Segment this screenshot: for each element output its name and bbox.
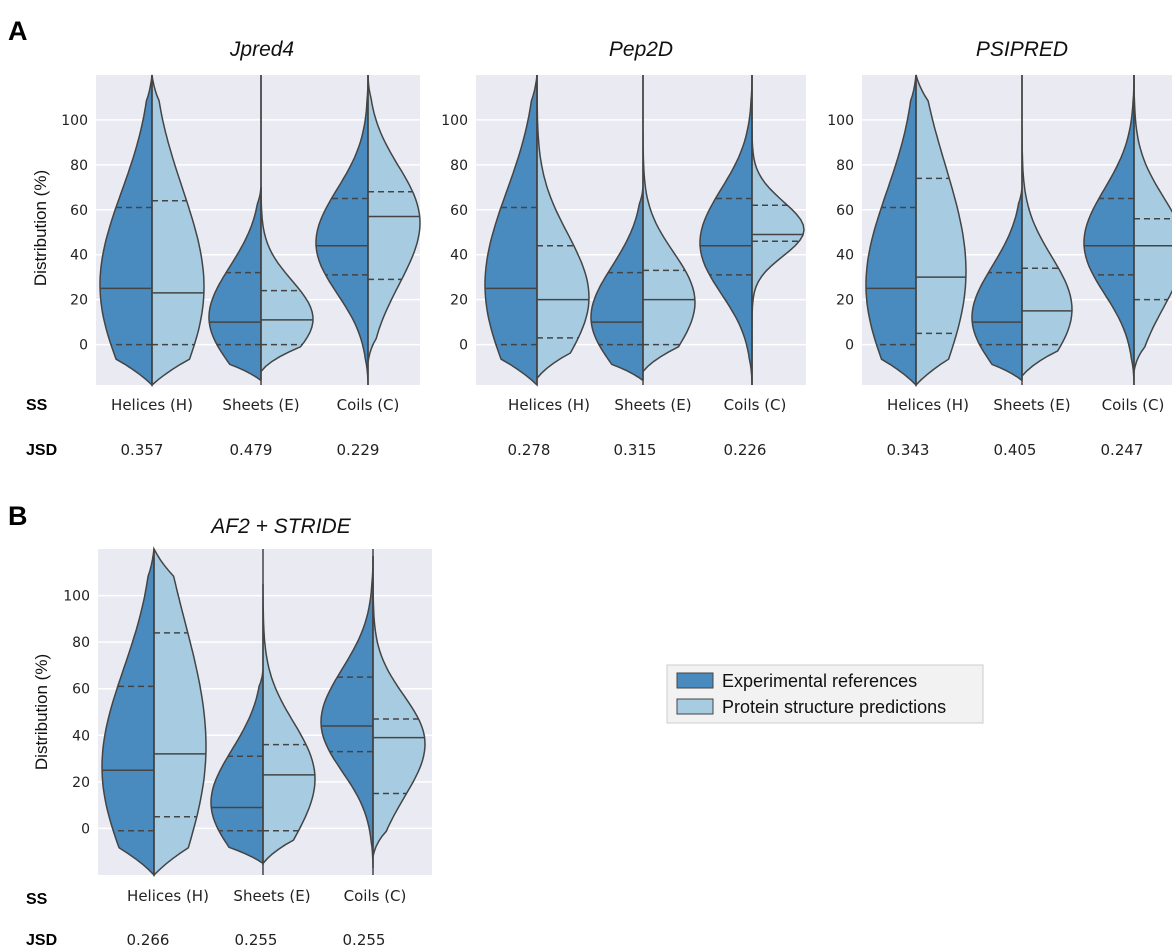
plot-content: 0 20 40 60 80 100 bbox=[441, 74, 806, 387]
violin-half bbox=[699, 75, 753, 386]
y-tick-label: 60 bbox=[836, 203, 854, 219]
y-tick-label: 100 bbox=[827, 113, 854, 129]
violin-half bbox=[210, 670, 264, 865]
legend-swatch-predicted bbox=[676, 698, 714, 715]
y-tick-label: 80 bbox=[72, 635, 90, 651]
ss-row-label: SS bbox=[26, 397, 48, 414]
y-axis-label: Distribution (%) bbox=[32, 654, 51, 770]
y-tick-label: 20 bbox=[70, 293, 88, 309]
chart-title: Pep2D bbox=[609, 38, 673, 61]
category-label: Coils (C) bbox=[724, 396, 787, 414]
category-label: Sheets (E) bbox=[222, 396, 299, 414]
y-tick-label: 100 bbox=[441, 113, 468, 129]
chart-pep2d: Pep2D 0 20 40 60 80 100 Helices (H) Sheets (E… bbox=[441, 38, 806, 459]
y-tick-label: 60 bbox=[70, 203, 88, 219]
violin-half bbox=[915, 74, 967, 387]
y-tick-label: 80 bbox=[836, 158, 854, 174]
violin-half bbox=[865, 74, 917, 387]
y-axis-label: Distribution (%) bbox=[31, 170, 50, 286]
category-label: Sheets (E) bbox=[993, 396, 1070, 414]
category-label: Sheets (E) bbox=[614, 396, 691, 414]
y-tick-label: 20 bbox=[836, 293, 854, 309]
jsd-value: 0.255 bbox=[235, 931, 278, 948]
jsd-value: 0.315 bbox=[614, 441, 657, 459]
violin-half bbox=[315, 75, 369, 386]
y-tick-label: 40 bbox=[836, 248, 854, 264]
y-tick-label: 40 bbox=[72, 728, 90, 744]
y-tick-label: 100 bbox=[63, 589, 90, 605]
y-tick-label: 20 bbox=[450, 293, 468, 309]
jsd-value: 0.479 bbox=[230, 441, 273, 459]
y-tick-label: 40 bbox=[450, 248, 468, 264]
violin-half bbox=[1133, 75, 1172, 372]
jsd-row-label: JSD bbox=[26, 442, 57, 459]
category-label: Helices (H) bbox=[111, 396, 193, 414]
chart-af2-stride: AF2 + STRIDE 0 20 40 60 80 100 Distribution (… bbox=[32, 515, 432, 948]
violin-half bbox=[153, 546, 207, 877]
plot-content: 0 20 40 60 80 100 bbox=[63, 546, 432, 877]
violin-half bbox=[1083, 75, 1135, 386]
chart-title: AF2 + STRIDE bbox=[209, 515, 351, 538]
violin-half bbox=[590, 187, 644, 382]
chart-jpred4: Jpred4 0 20 40 60 80 100 Distribution (%) Hel… bbox=[31, 38, 421, 459]
y-tick-label: 80 bbox=[70, 158, 88, 174]
legend-label: Protein structure predictions bbox=[722, 697, 946, 717]
jsd-value: 0.247 bbox=[1101, 441, 1144, 459]
jsd-value: 0.405 bbox=[994, 441, 1037, 459]
y-tick-label: 40 bbox=[70, 248, 88, 264]
y-tick-label: 100 bbox=[61, 113, 88, 129]
category-label: Coils (C) bbox=[337, 396, 400, 414]
jsd-value: 0.357 bbox=[121, 441, 164, 459]
ss-row-label: SS bbox=[26, 891, 48, 908]
plot-content: 0 20 40 60 80 100 bbox=[827, 74, 1172, 387]
violin-half bbox=[151, 74, 205, 387]
category-label: Helices (H) bbox=[508, 396, 590, 414]
jsd-value: 0.343 bbox=[887, 441, 930, 459]
jsd-value: 0.229 bbox=[337, 441, 380, 459]
category-label: Helices (H) bbox=[127, 887, 209, 905]
violin-half bbox=[367, 74, 421, 363]
y-tick-label: 60 bbox=[72, 682, 90, 698]
jsd-value: 0.266 bbox=[127, 931, 170, 948]
category-label: Coils (C) bbox=[344, 887, 407, 905]
violin-half bbox=[208, 187, 262, 382]
y-tick-label: 0 bbox=[459, 338, 468, 354]
plot-content: 0 20 40 60 80 100 bbox=[61, 74, 421, 387]
y-tick-label: 60 bbox=[450, 203, 468, 219]
jsd-value: 0.278 bbox=[508, 441, 551, 459]
chart-title: PSIPRED bbox=[976, 38, 1068, 61]
jsd-row-label: JSD bbox=[26, 932, 57, 948]
y-tick-label: 20 bbox=[72, 775, 90, 791]
violin-half bbox=[971, 187, 1023, 382]
legend-swatch-experimental bbox=[676, 672, 714, 689]
violin-half bbox=[101, 548, 155, 877]
y-tick-label: 0 bbox=[81, 821, 90, 837]
legend-box bbox=[666, 664, 984, 724]
y-tick-label: 0 bbox=[845, 338, 854, 354]
jsd-value: 0.255 bbox=[343, 931, 386, 948]
category-label: Helices (H) bbox=[887, 396, 969, 414]
chart-psipred: PSIPRED 0 20 40 60 80 100 Helices (H) Sheets … bbox=[827, 38, 1172, 459]
legend-label: Experimental references bbox=[722, 671, 917, 691]
violin-half bbox=[99, 74, 153, 387]
y-tick-label: 0 bbox=[79, 338, 88, 354]
jsd-value: 0.226 bbox=[724, 441, 767, 459]
violin-half bbox=[484, 74, 538, 387]
legend: Experimental references Protein structur… bbox=[666, 664, 984, 724]
panel-letter-a: A bbox=[8, 16, 28, 46]
category-label: Coils (C) bbox=[1102, 396, 1165, 414]
violin-half bbox=[320, 555, 374, 869]
chart-title: Jpred4 bbox=[229, 38, 294, 61]
panel-letter-b: B bbox=[8, 501, 28, 531]
category-label: Sheets (E) bbox=[233, 887, 310, 905]
y-tick-label: 80 bbox=[450, 158, 468, 174]
